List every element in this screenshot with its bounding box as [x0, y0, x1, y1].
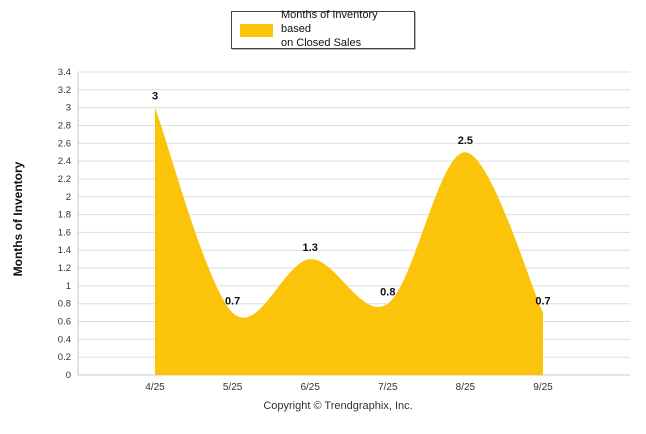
x-tick-label: 8/25: [456, 382, 476, 393]
y-tick-label: 2: [66, 192, 71, 203]
y-tick-label: 1.2: [58, 263, 71, 274]
y-tick-label: 2.2: [58, 174, 71, 185]
data-label: 3: [152, 91, 158, 103]
y-tick-label: 2.8: [58, 121, 71, 132]
y-tick-label: 1.6: [58, 227, 71, 238]
legend-label: Months of Inventory based on Closed Sale…: [281, 9, 406, 50]
legend-swatch-icon: [240, 23, 273, 37]
x-tick-label: 6/25: [300, 382, 320, 393]
x-tick-label: 7/25: [378, 382, 398, 393]
x-tick-label: 5/25: [223, 382, 243, 393]
y-tick-label: 1: [66, 281, 71, 292]
y-tick-label: 3.2: [58, 85, 71, 96]
area-series: [155, 107, 543, 375]
x-tick-label: 4/25: [145, 382, 165, 393]
legend-label-line2: on Closed Sales: [281, 36, 362, 49]
data-label: 1.3: [303, 242, 318, 254]
y-tick-label: 2.4: [58, 156, 71, 167]
y-tick-label: 3.4: [58, 67, 71, 78]
data-label: 0.8: [380, 287, 395, 299]
y-tick-label: 1.8: [58, 210, 71, 221]
y-tick-label: 3: [66, 103, 71, 114]
y-tick-label: 0.6: [58, 317, 71, 328]
legend-label-line1: Months of Inventory based: [281, 9, 378, 36]
chart-svg: 0 0.2 0.4 0.6 0.8 1 1.2 1.4 1.6 1.8 2 2.2 2.4 2.6 2.8 3…: [58, 67, 630, 393]
copyright-text: Copyright © Trendgraphix, Inc.: [263, 400, 413, 412]
legend: Months of Inventory based on Closed Sale…: [231, 9, 415, 50]
y-tick-label: 0.8: [58, 299, 71, 310]
data-label: 0.7: [225, 296, 240, 308]
data-label: 2.5: [458, 135, 473, 147]
y-tick-label: 0: [66, 370, 71, 381]
y-tick-label: 0.4: [58, 334, 71, 345]
data-label: 0.7: [535, 296, 550, 308]
y-tick-label: 2.6: [58, 138, 71, 149]
y-axis-title: Months of Inventory: [11, 161, 25, 277]
y-tick-label: 0.2: [58, 352, 71, 363]
y-tick-label: 1.4: [58, 245, 71, 256]
x-tick-label: 9/25: [533, 382, 553, 393]
